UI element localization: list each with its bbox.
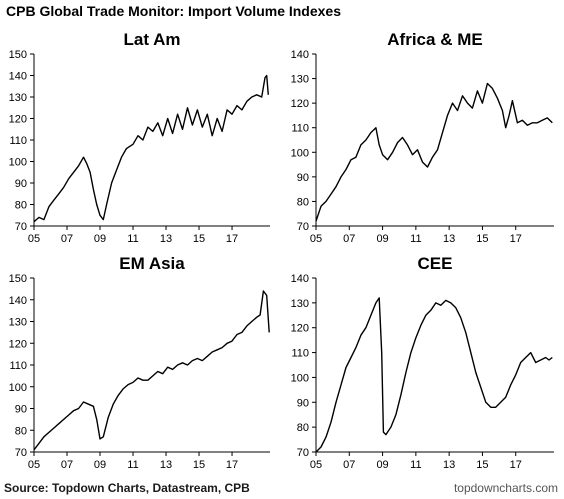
cee-x-tick-label: 05 bbox=[310, 459, 322, 471]
lat-am-x-tick-label: 05 bbox=[28, 233, 40, 245]
em-asia-x-tick-label: 15 bbox=[193, 459, 205, 471]
africa-me-y-tick-label: 80 bbox=[297, 196, 309, 208]
lat-am-x-tick-label: 09 bbox=[94, 233, 106, 245]
em-asia-y-tick-label: 100 bbox=[9, 382, 27, 394]
em-asia-y-tick-label: 130 bbox=[9, 317, 27, 329]
em-asia-y-tick-label: 110 bbox=[9, 360, 27, 372]
cee-y-tick-label: 80 bbox=[297, 422, 309, 434]
lat-am-title: Lat Am bbox=[124, 30, 181, 49]
em-asia-y-tick-label: 120 bbox=[9, 338, 27, 350]
chart-panel-africa-me: Africa & ME 70 80 90 100 110 120 130 140 05 07 09 11… bbox=[291, 30, 554, 245]
lat-am-y-tick-label: 80 bbox=[15, 200, 27, 212]
cee-y-tick-label: 110 bbox=[291, 348, 309, 360]
cee-x-tick-label: 15 bbox=[476, 459, 488, 471]
africa-me-x-tick-label: 13 bbox=[443, 233, 455, 245]
cee-x-tick-label: 11 bbox=[410, 459, 421, 471]
cee-y-tick-label: 90 bbox=[297, 397, 309, 409]
em-asia-series-line bbox=[33, 290, 270, 451]
cee-x-tick-label: 07 bbox=[343, 459, 355, 471]
africa-me-title: Africa & ME bbox=[387, 30, 482, 49]
africa-me-y-tick-label: 140 bbox=[291, 49, 309, 61]
africa-me-x-tick-label: 09 bbox=[376, 233, 388, 245]
lat-am-y-tick-label: 150 bbox=[9, 49, 27, 61]
africa-me-series-line bbox=[315, 82, 553, 222]
em-asia-x-tick-label: 07 bbox=[61, 459, 73, 471]
em-asia-title: EM Asia bbox=[119, 254, 185, 273]
lat-am-y-tick-label: 90 bbox=[15, 178, 27, 190]
lat-am-x-tick-label: 07 bbox=[61, 233, 73, 245]
cee-y-tick-label: 120 bbox=[291, 323, 309, 335]
lat-am-y-tick-label: 140 bbox=[9, 71, 27, 83]
africa-me-y-tick-label: 100 bbox=[291, 147, 309, 159]
lat-am-x-tick-label: 17 bbox=[226, 233, 238, 245]
africa-me-x-tick-label: 15 bbox=[476, 233, 488, 245]
cee-series-line bbox=[315, 297, 553, 453]
em-asia-x-tick-label: 09 bbox=[94, 459, 106, 471]
cee-y-tick-label: 70 bbox=[297, 447, 309, 459]
lat-am-y-tick-label: 130 bbox=[9, 92, 27, 104]
watermark: topdowncharts.com bbox=[453, 481, 558, 495]
cee-x-tick-label: 17 bbox=[510, 459, 522, 471]
em-asia-y-tick-label: 90 bbox=[15, 404, 27, 416]
cee-x-tick-label: 09 bbox=[376, 459, 388, 471]
em-asia-y-tick-label: 140 bbox=[9, 295, 27, 307]
em-asia-x-tick-label: 11 bbox=[127, 459, 138, 471]
cee-y-tick-label: 100 bbox=[291, 372, 309, 384]
lat-am-series-line bbox=[33, 74, 269, 223]
chart-panel-lat-am: Lat Am 70 80 90 100 110 120 130 140 150 05 07 09 11 13… bbox=[9, 30, 270, 245]
lat-am-y-tick-label: 100 bbox=[9, 157, 27, 169]
lat-am-x-tick-label: 13 bbox=[160, 233, 172, 245]
africa-me-y-tick-label: 130 bbox=[291, 74, 309, 86]
lat-am-y-tick-label: 70 bbox=[15, 221, 27, 233]
cee-x-tick-label: 13 bbox=[443, 459, 455, 471]
africa-me-x-tick-label: 11 bbox=[410, 233, 421, 245]
main-title: CPB Global Trade Monitor: Import Volume … bbox=[6, 3, 342, 19]
source-note: Source: Topdown Charts, Datastream, CPB bbox=[4, 481, 250, 495]
africa-me-y-tick-label: 110 bbox=[291, 123, 309, 135]
em-asia-y-tick-label: 70 bbox=[15, 447, 27, 459]
chart-panel-cee: CEE 70 80 90 100 110 120 130 140 05 07 09 11 13 15 17 bbox=[291, 254, 554, 471]
cee-title: CEE bbox=[418, 254, 453, 273]
em-asia-x-tick-label: 05 bbox=[28, 459, 40, 471]
em-asia-y-tick-label: 80 bbox=[15, 425, 27, 437]
lat-am-y-tick-label: 120 bbox=[9, 114, 27, 126]
africa-me-x-tick-label: 07 bbox=[343, 233, 355, 245]
africa-me-y-tick-label: 120 bbox=[291, 98, 309, 110]
africa-me-x-tick-label: 05 bbox=[310, 233, 322, 245]
africa-me-y-tick-label: 70 bbox=[297, 221, 309, 233]
africa-me-x-tick-label: 17 bbox=[510, 233, 522, 245]
cee-y-tick-label: 140 bbox=[291, 273, 309, 285]
africa-me-y-tick-label: 90 bbox=[297, 172, 309, 184]
lat-am-x-tick-label: 15 bbox=[193, 233, 205, 245]
lat-am-x-tick-label: 11 bbox=[127, 233, 138, 245]
em-asia-y-tick-label: 150 bbox=[9, 273, 27, 285]
cee-y-tick-label: 130 bbox=[291, 298, 309, 310]
lat-am-y-tick-label: 110 bbox=[9, 135, 27, 147]
chart-panel-em-asia: EM Asia 70 80 90 100 110 120 130 140 150 05 07 09 11 1… bbox=[9, 254, 270, 471]
em-asia-x-tick-label: 13 bbox=[160, 459, 172, 471]
em-asia-x-tick-label: 17 bbox=[226, 459, 238, 471]
